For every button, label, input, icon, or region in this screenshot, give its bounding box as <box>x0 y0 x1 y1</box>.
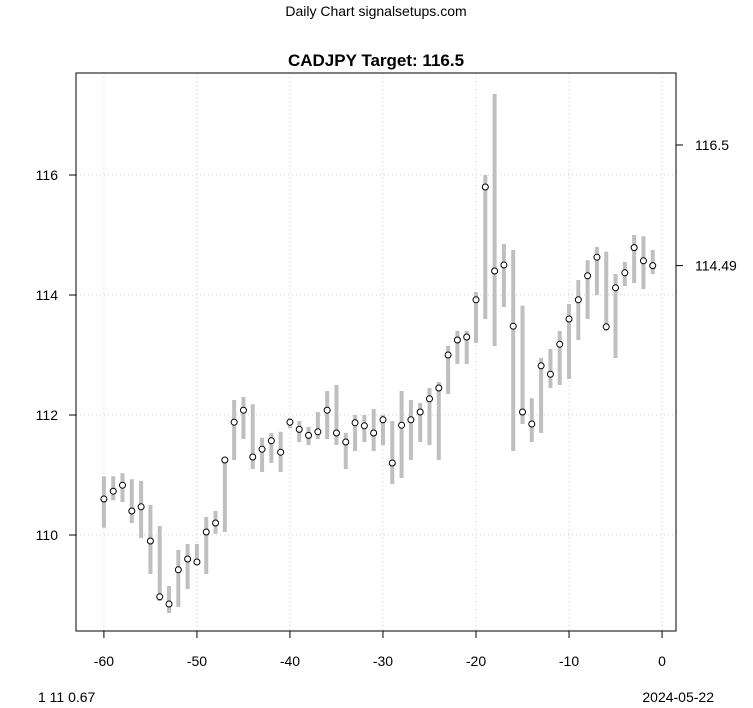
data-point <box>286 418 294 426</box>
x-tick-label: -60 <box>94 653 114 669</box>
data-point <box>351 419 359 427</box>
data-point <box>509 322 517 330</box>
data-point <box>463 333 471 341</box>
data-point <box>481 183 489 191</box>
data-point <box>174 566 182 574</box>
chart-title: CADJPY Target: 116.5 <box>288 51 464 70</box>
data-point <box>323 406 331 414</box>
x-tick-label: -10 <box>559 653 579 669</box>
x-tick-label: 0 <box>658 653 666 669</box>
right-axis-label: 114.49 <box>695 258 737 274</box>
right-axis-label: 116.5 <box>695 137 729 153</box>
data-point <box>556 340 564 348</box>
y-tick-label: 112 <box>36 407 59 423</box>
data-point <box>584 272 592 280</box>
data-point <box>425 395 433 403</box>
data-point <box>537 362 545 370</box>
data-point <box>202 528 210 536</box>
data-point <box>528 420 536 428</box>
x-axis: -60 -50 -40 -30 -20 -10 0 <box>94 630 666 669</box>
data-points <box>100 183 657 608</box>
data-point <box>472 296 480 304</box>
data-point <box>649 262 657 270</box>
data-point <box>546 370 554 378</box>
x-tick-label: -50 <box>187 653 207 669</box>
data-point <box>193 558 201 566</box>
data-point <box>444 351 452 359</box>
plot-frame <box>75 72 677 632</box>
y-axis: 110 112 114 116 <box>36 167 76 543</box>
data-point <box>230 418 238 426</box>
grid-lines <box>76 73 676 631</box>
data-point <box>639 257 647 265</box>
data-point <box>370 429 378 437</box>
data-point <box>593 253 601 261</box>
y-tick-label: 114 <box>36 287 59 303</box>
data-point <box>565 315 573 323</box>
y-tick-label: 110 <box>36 527 59 543</box>
y-tick-label: 116 <box>36 167 59 183</box>
data-point <box>137 503 145 511</box>
data-point <box>184 555 192 563</box>
footer-right: 2024-05-22 <box>642 689 714 705</box>
right-axis: 114.49 116.5 <box>676 137 737 274</box>
data-point <box>165 600 173 608</box>
x-tick-label: -20 <box>466 653 486 669</box>
data-point <box>305 431 313 439</box>
data-point <box>156 593 164 601</box>
data-point <box>602 323 610 331</box>
data-point <box>277 448 285 456</box>
data-point <box>491 267 499 275</box>
data-point <box>332 429 340 437</box>
data-point <box>100 495 108 503</box>
data-point <box>519 408 527 416</box>
data-point <box>612 284 620 292</box>
data-point <box>258 445 266 453</box>
chart-header: Daily Chart signalsetups.com <box>285 3 466 19</box>
data-point <box>128 507 136 515</box>
data-point <box>267 437 275 445</box>
data-point <box>239 406 247 414</box>
data-point <box>342 438 350 446</box>
x-tick-label: -40 <box>280 653 300 669</box>
data-point <box>379 416 387 424</box>
data-point <box>574 296 582 304</box>
range-bars <box>101 94 655 613</box>
data-point <box>407 416 415 424</box>
data-point <box>119 481 127 489</box>
data-point <box>146 537 154 545</box>
data-point <box>630 244 638 252</box>
data-point <box>416 408 424 416</box>
data-point <box>388 459 396 467</box>
data-point <box>221 456 229 464</box>
data-point <box>314 428 322 436</box>
data-point <box>212 519 220 527</box>
x-tick-label: -30 <box>373 653 393 669</box>
footer-left: 1 11 0.67 <box>38 689 96 705</box>
data-point <box>360 422 368 430</box>
data-point <box>109 487 117 495</box>
data-point <box>435 384 443 392</box>
data-point <box>398 421 406 429</box>
data-point <box>453 336 461 344</box>
data-point <box>500 261 508 269</box>
data-point <box>295 425 303 433</box>
data-point <box>249 453 257 461</box>
data-point <box>621 269 629 277</box>
